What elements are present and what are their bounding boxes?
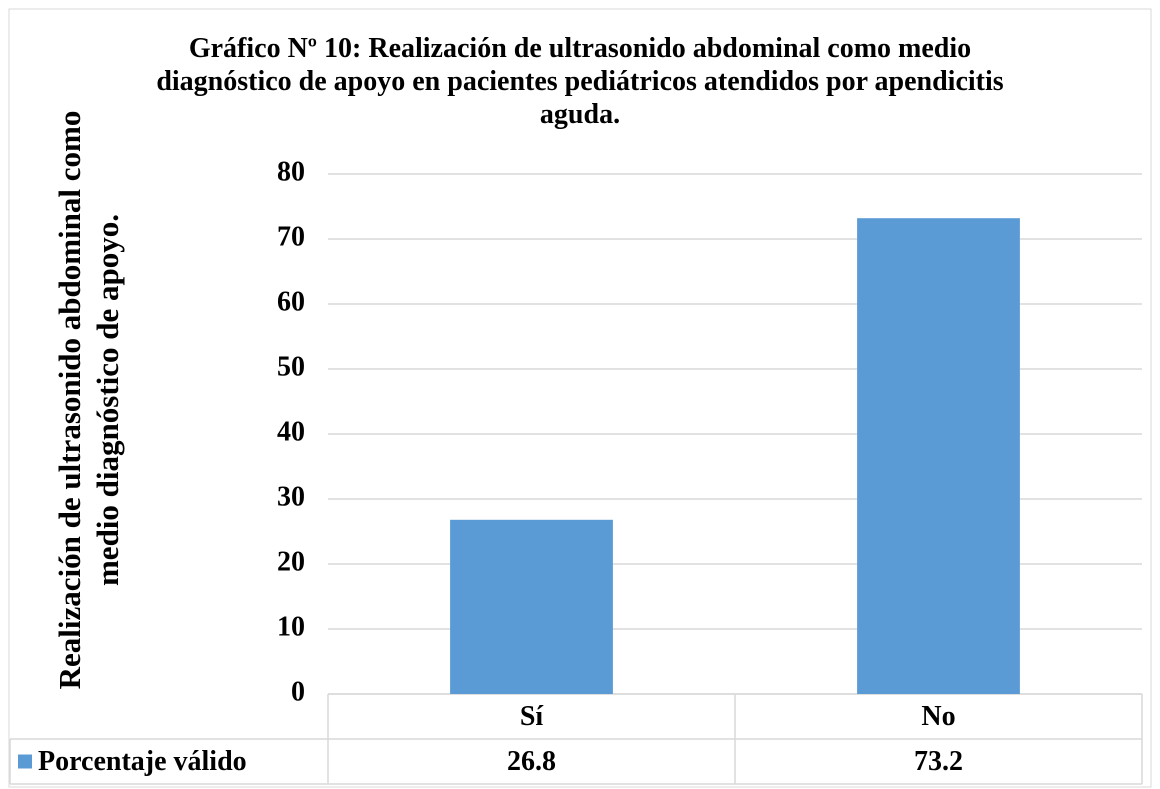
y-tick-label: 70 (277, 221, 305, 252)
table-value: 73.2 (914, 746, 963, 777)
chart-border (8, 8, 1152, 788)
bar (450, 519, 613, 694)
legend-key (18, 754, 32, 769)
y-tick-label: 80 (277, 156, 305, 187)
y-tick-label: 40 (277, 416, 305, 447)
x-tick-label: Sí (520, 701, 545, 732)
y-tick-label: 50 (277, 351, 305, 382)
legend-label: Porcentaje válido (38, 746, 247, 777)
table-value: 26.8 (507, 746, 556, 777)
y-tick-label: 30 (277, 481, 305, 512)
y-tick-label: 20 (277, 546, 305, 577)
x-tick-label: No (921, 701, 955, 732)
bar (857, 218, 1020, 694)
y-tick-label: 10 (277, 611, 305, 642)
chart-title: Gráfico Nº 10: Realización de ultrasonid… (156, 33, 1004, 130)
y-tick-label: 0 (291, 676, 305, 707)
y-tick-label: 60 (277, 286, 305, 317)
y-axis-title: Realización de ultrasonido abdominal com… (52, 110, 125, 690)
